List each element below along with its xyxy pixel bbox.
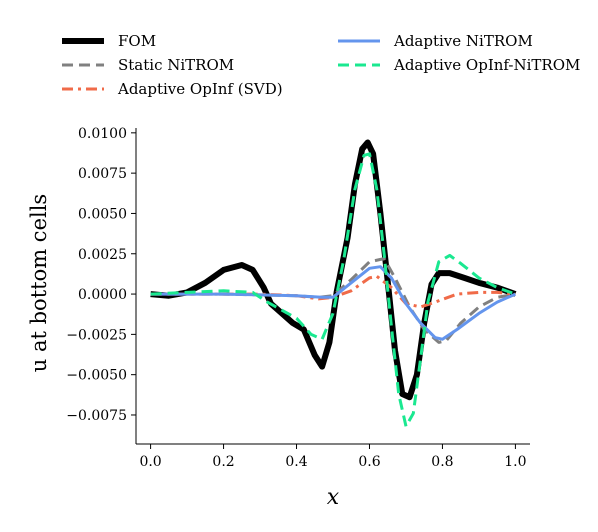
legend-item: Adaptive NiTROM [338,32,533,50]
legend-label: Adaptive OpInf-NiTROM [393,56,580,74]
ticks-layer: 0.0 0.2 0.4 0.6 0.8 1.0 0.0100 0.0075 0.0050 0.00… [66,126,526,470]
x-tick-label: 1.0 [504,454,526,470]
series-line-adaptive-nitrom [150,265,517,341]
legend-label: Adaptive NiTROM [393,32,533,50]
y-tick-label: −0.0025 [66,327,127,343]
legend-item: Static NiTROM [62,56,234,74]
x-axis-title: x [327,485,340,510]
y-tick-label: 0.0025 [78,247,127,263]
axes-layer [135,128,530,445]
legend-label: Static NiTROM [118,56,234,74]
y-tick-label: 0.0100 [78,126,127,142]
x-tick-label: 0.8 [431,454,453,470]
x-tick-label: 0.2 [212,454,234,470]
x-tick-label: 0.6 [358,454,380,470]
legend: FOM Static NiTROM Adaptive OpInf (SVD) Adap… [62,32,580,98]
legend-item: Adaptive OpInf (SVD) [62,80,283,98]
y-tick-label: 0.0075 [78,166,127,182]
legend-label: Adaptive OpInf (SVD) [117,80,283,98]
y-axis-title: u at bottom cells [27,194,51,372]
series-line-fom [150,139,517,401]
y-tick-label: 0.0050 [78,206,127,222]
legend-item: Adaptive OpInf-NiTROM [338,56,580,74]
series-line-adaptive-opinf-nitrom [150,152,516,428]
series-layer [150,139,517,428]
y-tick-label: −0.0050 [66,368,127,384]
legend-label: FOM [118,32,156,50]
y-tick-label: 0.0000 [78,287,127,303]
y-tick-label: −0.0075 [66,408,127,424]
legend-item: FOM [62,32,156,50]
x-tick-label: 0.0 [139,454,161,470]
x-tick-label: 0.4 [285,454,307,470]
